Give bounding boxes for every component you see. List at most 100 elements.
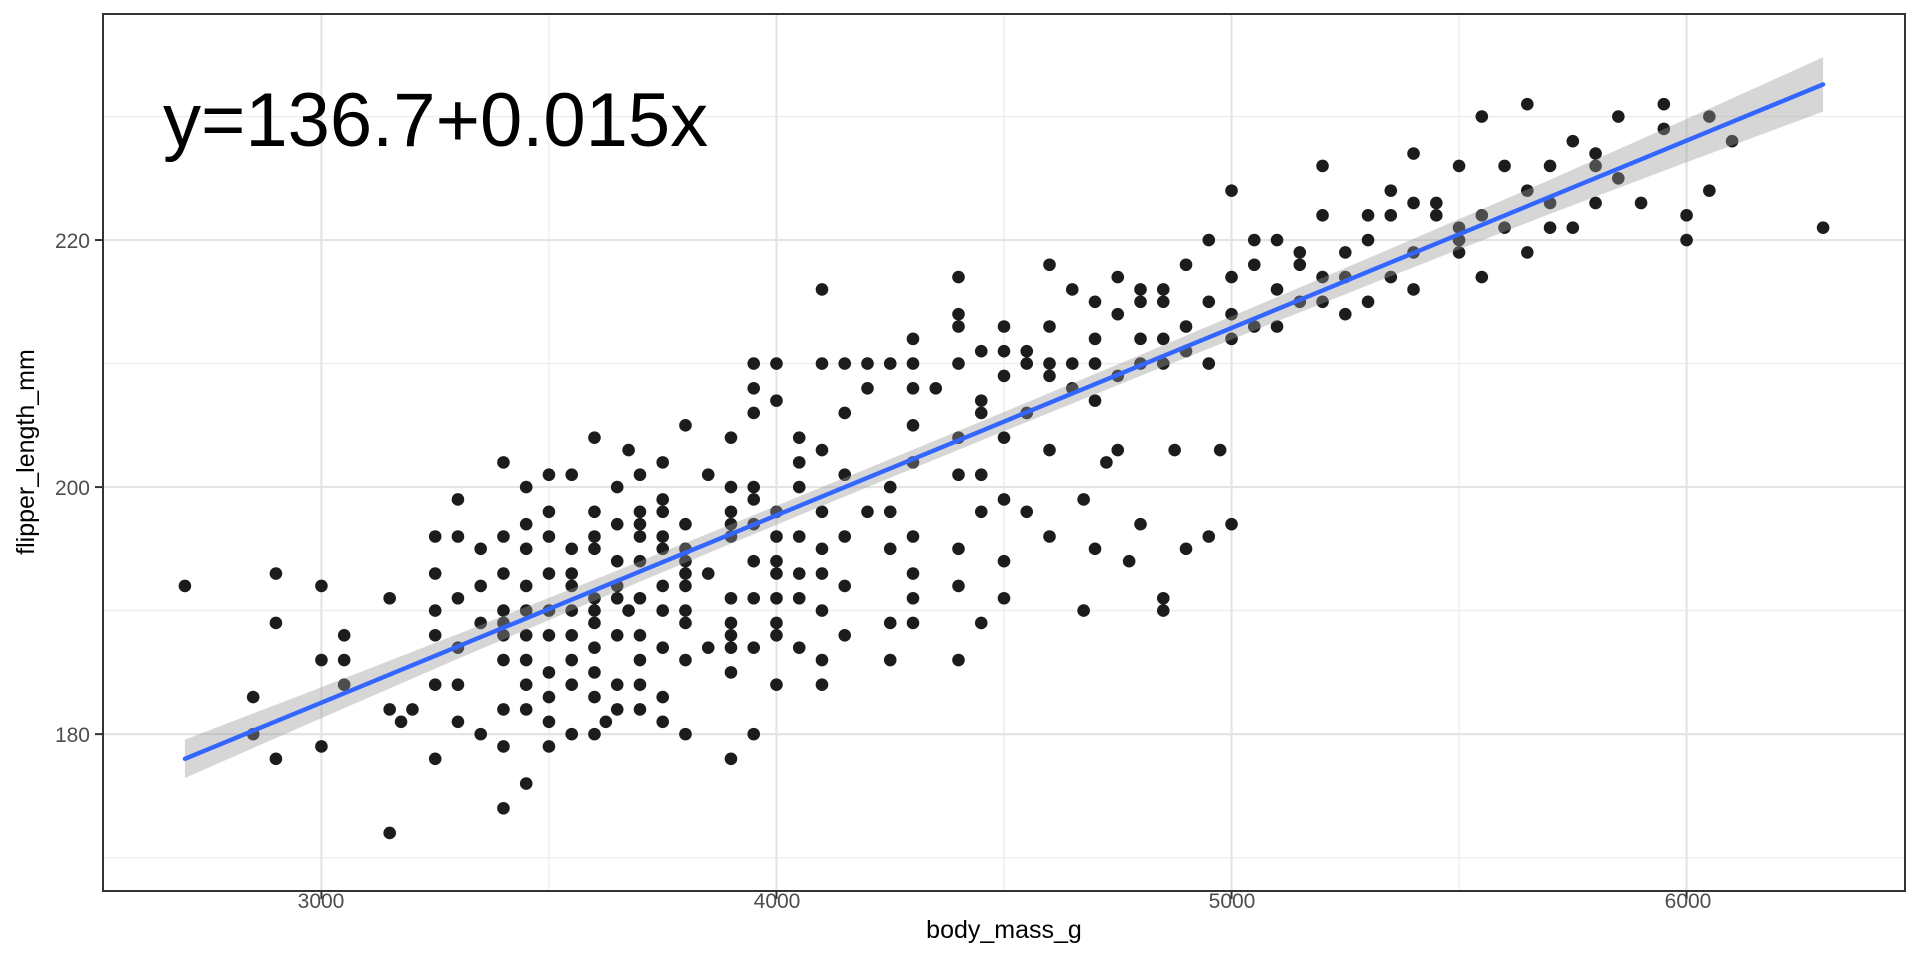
data-point (1100, 456, 1113, 469)
data-point (610, 678, 624, 692)
data-point (633, 591, 647, 605)
data-point (906, 419, 920, 432)
x-tick-label-3000: 3000 (298, 890, 345, 913)
data-point (1475, 270, 1489, 284)
data-point (588, 542, 601, 556)
data-point (633, 653, 647, 667)
data-point (428, 567, 442, 580)
data-point (997, 369, 1011, 383)
data-point (792, 530, 806, 543)
data-point (747, 406, 761, 420)
data-point (1247, 320, 1261, 333)
data-point (269, 616, 283, 630)
data-point (679, 419, 692, 432)
data-point (451, 715, 465, 729)
data-point (1361, 209, 1375, 222)
data-point (838, 579, 852, 593)
data-point (724, 591, 738, 605)
data-point (1225, 270, 1238, 284)
data-point (906, 530, 920, 543)
data-point (952, 307, 965, 321)
data-point (747, 641, 761, 654)
data-point (747, 727, 761, 741)
data-point (724, 666, 738, 679)
data-point (815, 604, 829, 617)
data-point (542, 567, 556, 580)
data-point (519, 777, 533, 790)
data-point (1065, 357, 1079, 370)
data-point (656, 456, 670, 469)
data-point (1088, 394, 1102, 407)
data-point (1213, 443, 1227, 457)
data-point (679, 604, 692, 617)
data-point (656, 641, 670, 654)
data-point (815, 653, 829, 667)
data-point (997, 320, 1011, 333)
data-point (246, 690, 260, 704)
regression-line (182, 82, 1826, 762)
data-point (497, 567, 510, 580)
data-point (337, 678, 351, 692)
data-point (997, 591, 1011, 605)
data-point (838, 357, 852, 370)
data-point (542, 530, 556, 543)
data-point (952, 468, 965, 482)
data-point (770, 357, 783, 370)
data-point (1521, 246, 1534, 259)
data-point (1088, 295, 1102, 309)
data-point (1316, 209, 1329, 222)
data-point (1338, 246, 1352, 259)
data-point (497, 653, 510, 667)
data-point (633, 530, 647, 543)
data-point (1680, 233, 1693, 247)
data-point (497, 703, 510, 716)
data-point (1134, 283, 1147, 296)
data-point (1020, 357, 1034, 370)
data-point (269, 567, 283, 580)
data-point (565, 567, 579, 580)
data-point (883, 505, 897, 519)
data-point (588, 591, 601, 605)
data-point (474, 616, 487, 630)
data-point (1270, 233, 1284, 247)
data-point (770, 616, 783, 630)
data-point (1043, 443, 1056, 457)
data-point (1043, 530, 1056, 543)
data-point (1293, 246, 1307, 259)
data-point (747, 381, 761, 395)
text-layer: y=136.7+0.015x 220 200 180 3000 4000 500… (12, 78, 1711, 944)
data-point (906, 381, 920, 395)
data-point (747, 591, 761, 605)
data-point (1566, 134, 1580, 148)
data-point (952, 579, 965, 593)
data-point (588, 530, 601, 543)
data-point (383, 826, 396, 840)
data-point (883, 542, 897, 556)
data-point (1077, 604, 1090, 617)
data-point (1407, 283, 1420, 296)
data-point (1566, 221, 1580, 234)
data-point (633, 517, 647, 531)
confidence-ribbon (184, 57, 1824, 778)
data-point (747, 554, 761, 568)
data-point (747, 357, 761, 370)
data-point (542, 629, 556, 642)
data-point (588, 641, 601, 654)
data-point (1179, 258, 1193, 272)
data-point (724, 641, 738, 654)
data-point (610, 591, 624, 605)
data-point (656, 604, 670, 617)
data-point (883, 653, 897, 667)
data-point (542, 690, 556, 704)
data-point (269, 752, 283, 766)
data-point (519, 629, 533, 642)
data-point (428, 678, 442, 692)
data-point (633, 505, 647, 519)
data-point (565, 468, 579, 482)
data-point (1111, 443, 1125, 457)
data-point (1384, 184, 1398, 197)
data-point (997, 431, 1011, 444)
data-point (610, 554, 624, 568)
panel-border (102, 13, 1906, 892)
data-point (497, 604, 510, 617)
